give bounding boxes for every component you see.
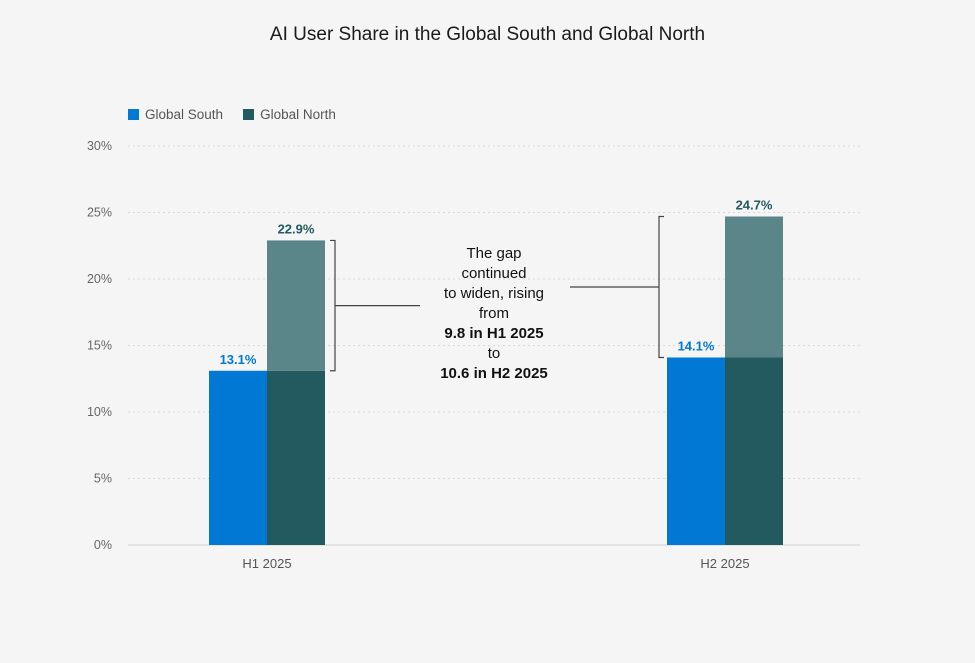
y-tick-label: 0% xyxy=(94,538,112,552)
annotation-line-1: The gap xyxy=(466,245,522,262)
data-label-global-south: 13.1% xyxy=(220,352,257,367)
gap-annotation: The gap continued to widen, rising from … xyxy=(424,244,564,384)
legend-item-global-south: Global South xyxy=(128,107,223,122)
bar-global-north xyxy=(267,370,325,545)
legend-label-global-north: Global North xyxy=(260,107,336,122)
y-tick-label: 20% xyxy=(87,272,112,286)
bar-global-south xyxy=(667,357,725,545)
gap-bracket xyxy=(330,239,336,372)
bar-global-south xyxy=(209,370,267,545)
annotation-line-3: to widen, rising xyxy=(443,285,545,302)
data-label-global-north: 24.7% xyxy=(736,197,773,212)
y-tick-label: 10% xyxy=(87,405,112,419)
legend-item-global-north: Global North xyxy=(243,107,336,122)
legend-label-global-south: Global South xyxy=(145,107,224,122)
bar-global-north xyxy=(725,357,783,545)
legend-swatch-global-north xyxy=(243,109,255,120)
y-tick-label: 30% xyxy=(87,139,112,153)
data-label-global-north: 22.9% xyxy=(278,221,315,236)
x-tick-label: H2 2025 xyxy=(700,556,749,571)
bar-global-north-gap xyxy=(725,216,783,358)
y-tick-label: 25% xyxy=(87,206,112,220)
y-tick-label: 5% xyxy=(94,472,112,486)
annotation-line-5: 9.8 in H1 2025 xyxy=(444,325,544,342)
annotation-line-2: continued xyxy=(461,265,527,282)
chart-title: AI User Share in the Global South and Gl… xyxy=(269,24,706,45)
legend: Global South Global North xyxy=(128,107,336,122)
annotation-line-6: to xyxy=(487,345,501,362)
annotation-line-7: 10.6 in H2 2025 xyxy=(440,365,548,382)
annotation-line-4: from xyxy=(479,305,509,322)
x-tick-label: H1 2025 xyxy=(242,556,291,571)
y-tick-label: 15% xyxy=(87,339,112,353)
legend-swatch-global-south xyxy=(128,109,139,120)
data-label-global-south: 14.1% xyxy=(678,338,715,353)
gap-bracket xyxy=(658,215,664,359)
bar-global-north-gap xyxy=(267,240,325,371)
